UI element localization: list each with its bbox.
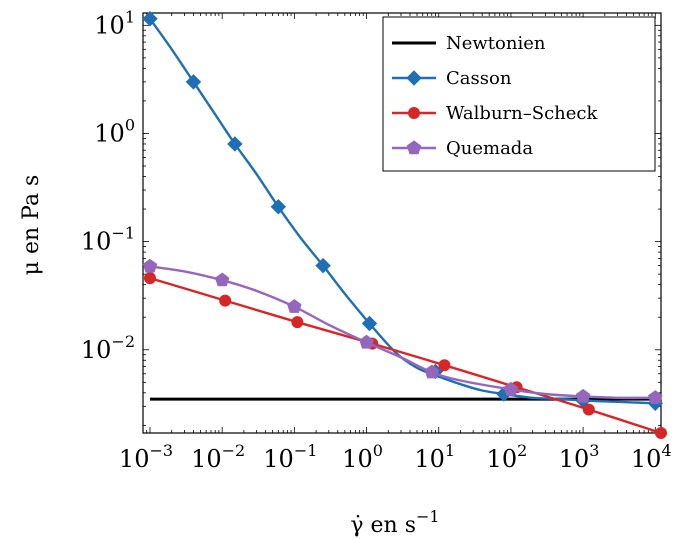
series-line-quemada	[149, 265, 656, 400]
x-tick-label: 101	[414, 441, 455, 473]
data-point-quemada	[287, 299, 302, 313]
y-tick-label: 10−2	[81, 332, 135, 364]
y-tick-label: 10−1	[81, 224, 135, 256]
x-tick-label: 100	[342, 441, 383, 473]
x-axis-label: γ̇ en s−1	[350, 507, 439, 538]
x-tick-labels: 10−3 10−2 10−1 100 101 102 103 104	[119, 441, 672, 473]
x-tick-label: 103	[559, 441, 600, 473]
legend: Newtonien Casson Walburn–Scheck Quemada	[382, 16, 656, 172]
legend-items: Newtonien Casson Walburn–Scheck Quemada	[392, 33, 598, 159]
legend-label: Newtonien	[446, 33, 546, 54]
y-tick-labels: 10−2 10−1 100 101	[81, 7, 135, 363]
data-point-walburn-scheck	[655, 427, 667, 439]
x-tick-label: 104	[631, 441, 672, 473]
series-group	[142, 11, 667, 439]
plot-frame	[142, 12, 662, 434]
x-tick-label: 102	[487, 441, 528, 473]
data-point-casson	[227, 136, 243, 152]
data-point-quemada	[503, 381, 519, 396]
y-tick-label: 100	[94, 115, 135, 147]
data-point-casson	[142, 11, 158, 27]
data-point-quemada	[214, 272, 230, 287]
data-point-quemada	[142, 258, 158, 273]
data-point-quemada	[575, 388, 591, 403]
series-quemada	[142, 258, 663, 404]
series-walburn-scheck	[143, 272, 667, 439]
legend-marker	[406, 70, 422, 86]
legend-item-quemada: Quemada	[392, 138, 533, 159]
series-line-casson	[149, 18, 656, 405]
data-point-walburn-scheck	[219, 294, 232, 307]
data-point-walburn-scheck	[291, 316, 304, 329]
data-point-walburn-scheck	[582, 403, 595, 416]
ticks	[142, 13, 661, 433]
data-point-casson	[361, 315, 378, 332]
data-point-casson	[270, 199, 287, 215]
x-tick-label: 10−1	[263, 441, 317, 473]
data-point-quemada	[424, 364, 439, 379]
legend-label: Walburn–Scheck	[446, 103, 598, 124]
legend-marker	[406, 140, 422, 155]
x-tick-label: 10−2	[191, 441, 245, 473]
legend-label: Casson	[446, 68, 512, 89]
data-point-casson	[185, 74, 202, 90]
y-axis-label: μ en Pa s	[19, 175, 44, 276]
data-point-quemada	[648, 390, 663, 404]
legend-item-newtonien: Newtonien	[392, 33, 546, 54]
data-point-casson	[315, 257, 331, 274]
y-tick-label: 101	[94, 7, 135, 39]
data-point-walburn-scheck	[143, 272, 156, 285]
legend-marker	[408, 107, 420, 119]
data-point-walburn-scheck	[438, 359, 451, 372]
data-point-quemada	[359, 334, 374, 349]
series-line-walburn-scheck	[149, 276, 662, 435]
x-tick-label: 10−3	[119, 441, 173, 473]
legend-label: Quemada	[446, 138, 533, 159]
legend-item-walburn-scheck: Walburn–Scheck	[392, 103, 598, 124]
legend-item-casson: Casson	[392, 68, 512, 89]
